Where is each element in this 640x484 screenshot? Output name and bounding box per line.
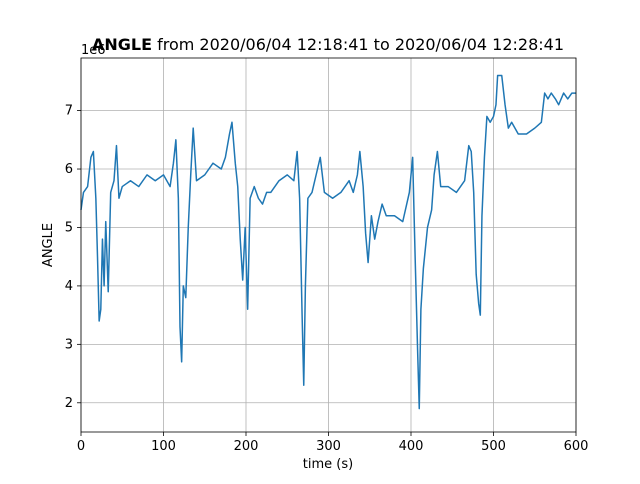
- title-rest: from 2020/06/04 12:18:41 to 2020/06/04 1…: [157, 35, 564, 54]
- data-line: [80, 74, 576, 410]
- x-axis-label: time (s): [303, 457, 353, 472]
- y-tick-label: 2: [65, 396, 73, 411]
- x-tick-label: 200: [234, 439, 259, 454]
- y-tick-label: 4: [65, 279, 73, 294]
- y-tick-label: 5: [65, 220, 73, 235]
- x-tick-label: 300: [316, 439, 341, 454]
- x-tick-label: 100: [151, 439, 176, 454]
- x-tick-label: 500: [481, 439, 506, 454]
- offset-label: 1e6: [81, 43, 106, 58]
- title-bold: ANGLE: [92, 35, 152, 54]
- y-tick-label: 6: [65, 162, 73, 177]
- x-tick-label: 400: [399, 439, 424, 454]
- x-tick-label: 0: [77, 439, 85, 454]
- x-tick-label: 600: [564, 439, 589, 454]
- y-axis-label: ANGLE: [41, 223, 56, 267]
- y-tick-label: 7: [65, 104, 73, 119]
- plot-frame: [80, 57, 577, 433]
- y-tick-label: 3: [65, 337, 73, 352]
- chart-title: ANGLE from 2020/06/04 12:18:41 to 2020/0…: [92, 35, 564, 54]
